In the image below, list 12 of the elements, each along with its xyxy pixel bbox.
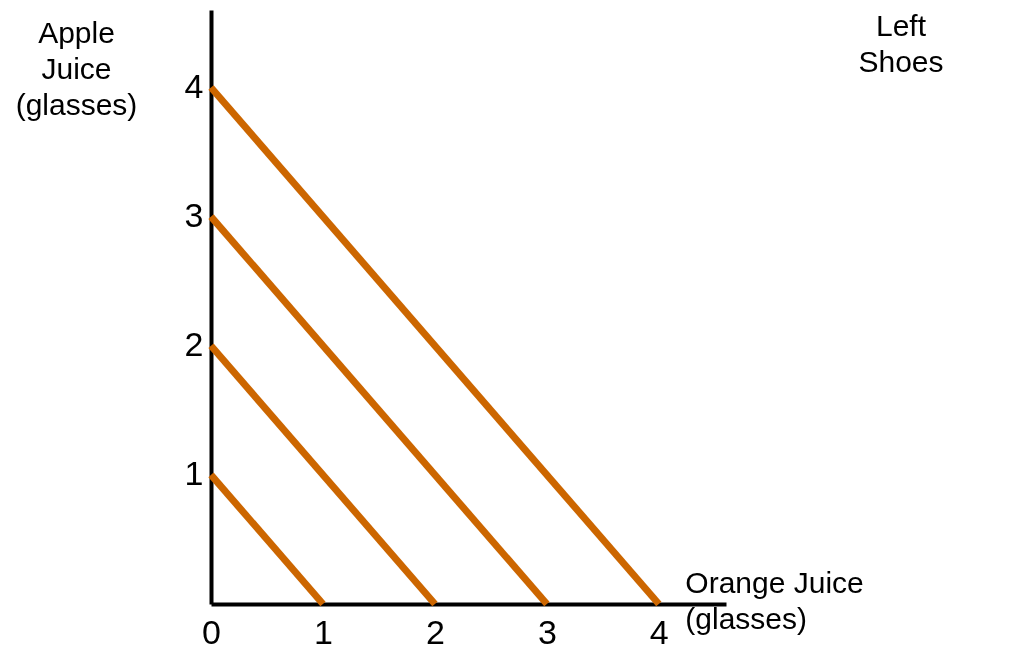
y-axis-title: Apple Juice (glasses) — [15, 15, 138, 121]
y-tick-label: 4 — [184, 66, 204, 105]
x-tick-label: 2 — [425, 612, 445, 651]
x-tick-label: 3 — [537, 612, 557, 651]
y-tick-label: 1 — [184, 454, 204, 493]
x-tick-label: 0 — [202, 612, 221, 651]
x-tick-label: 4 — [649, 612, 669, 651]
text: Left Shoes — [858, 9, 944, 78]
x-tick-label: 1 — [314, 612, 333, 651]
y-tick-label: 2 — [184, 325, 204, 364]
x-axis-title: Orange Juice (glasses) — [685, 565, 864, 635]
y-tick-label: 3 — [184, 196, 204, 235]
